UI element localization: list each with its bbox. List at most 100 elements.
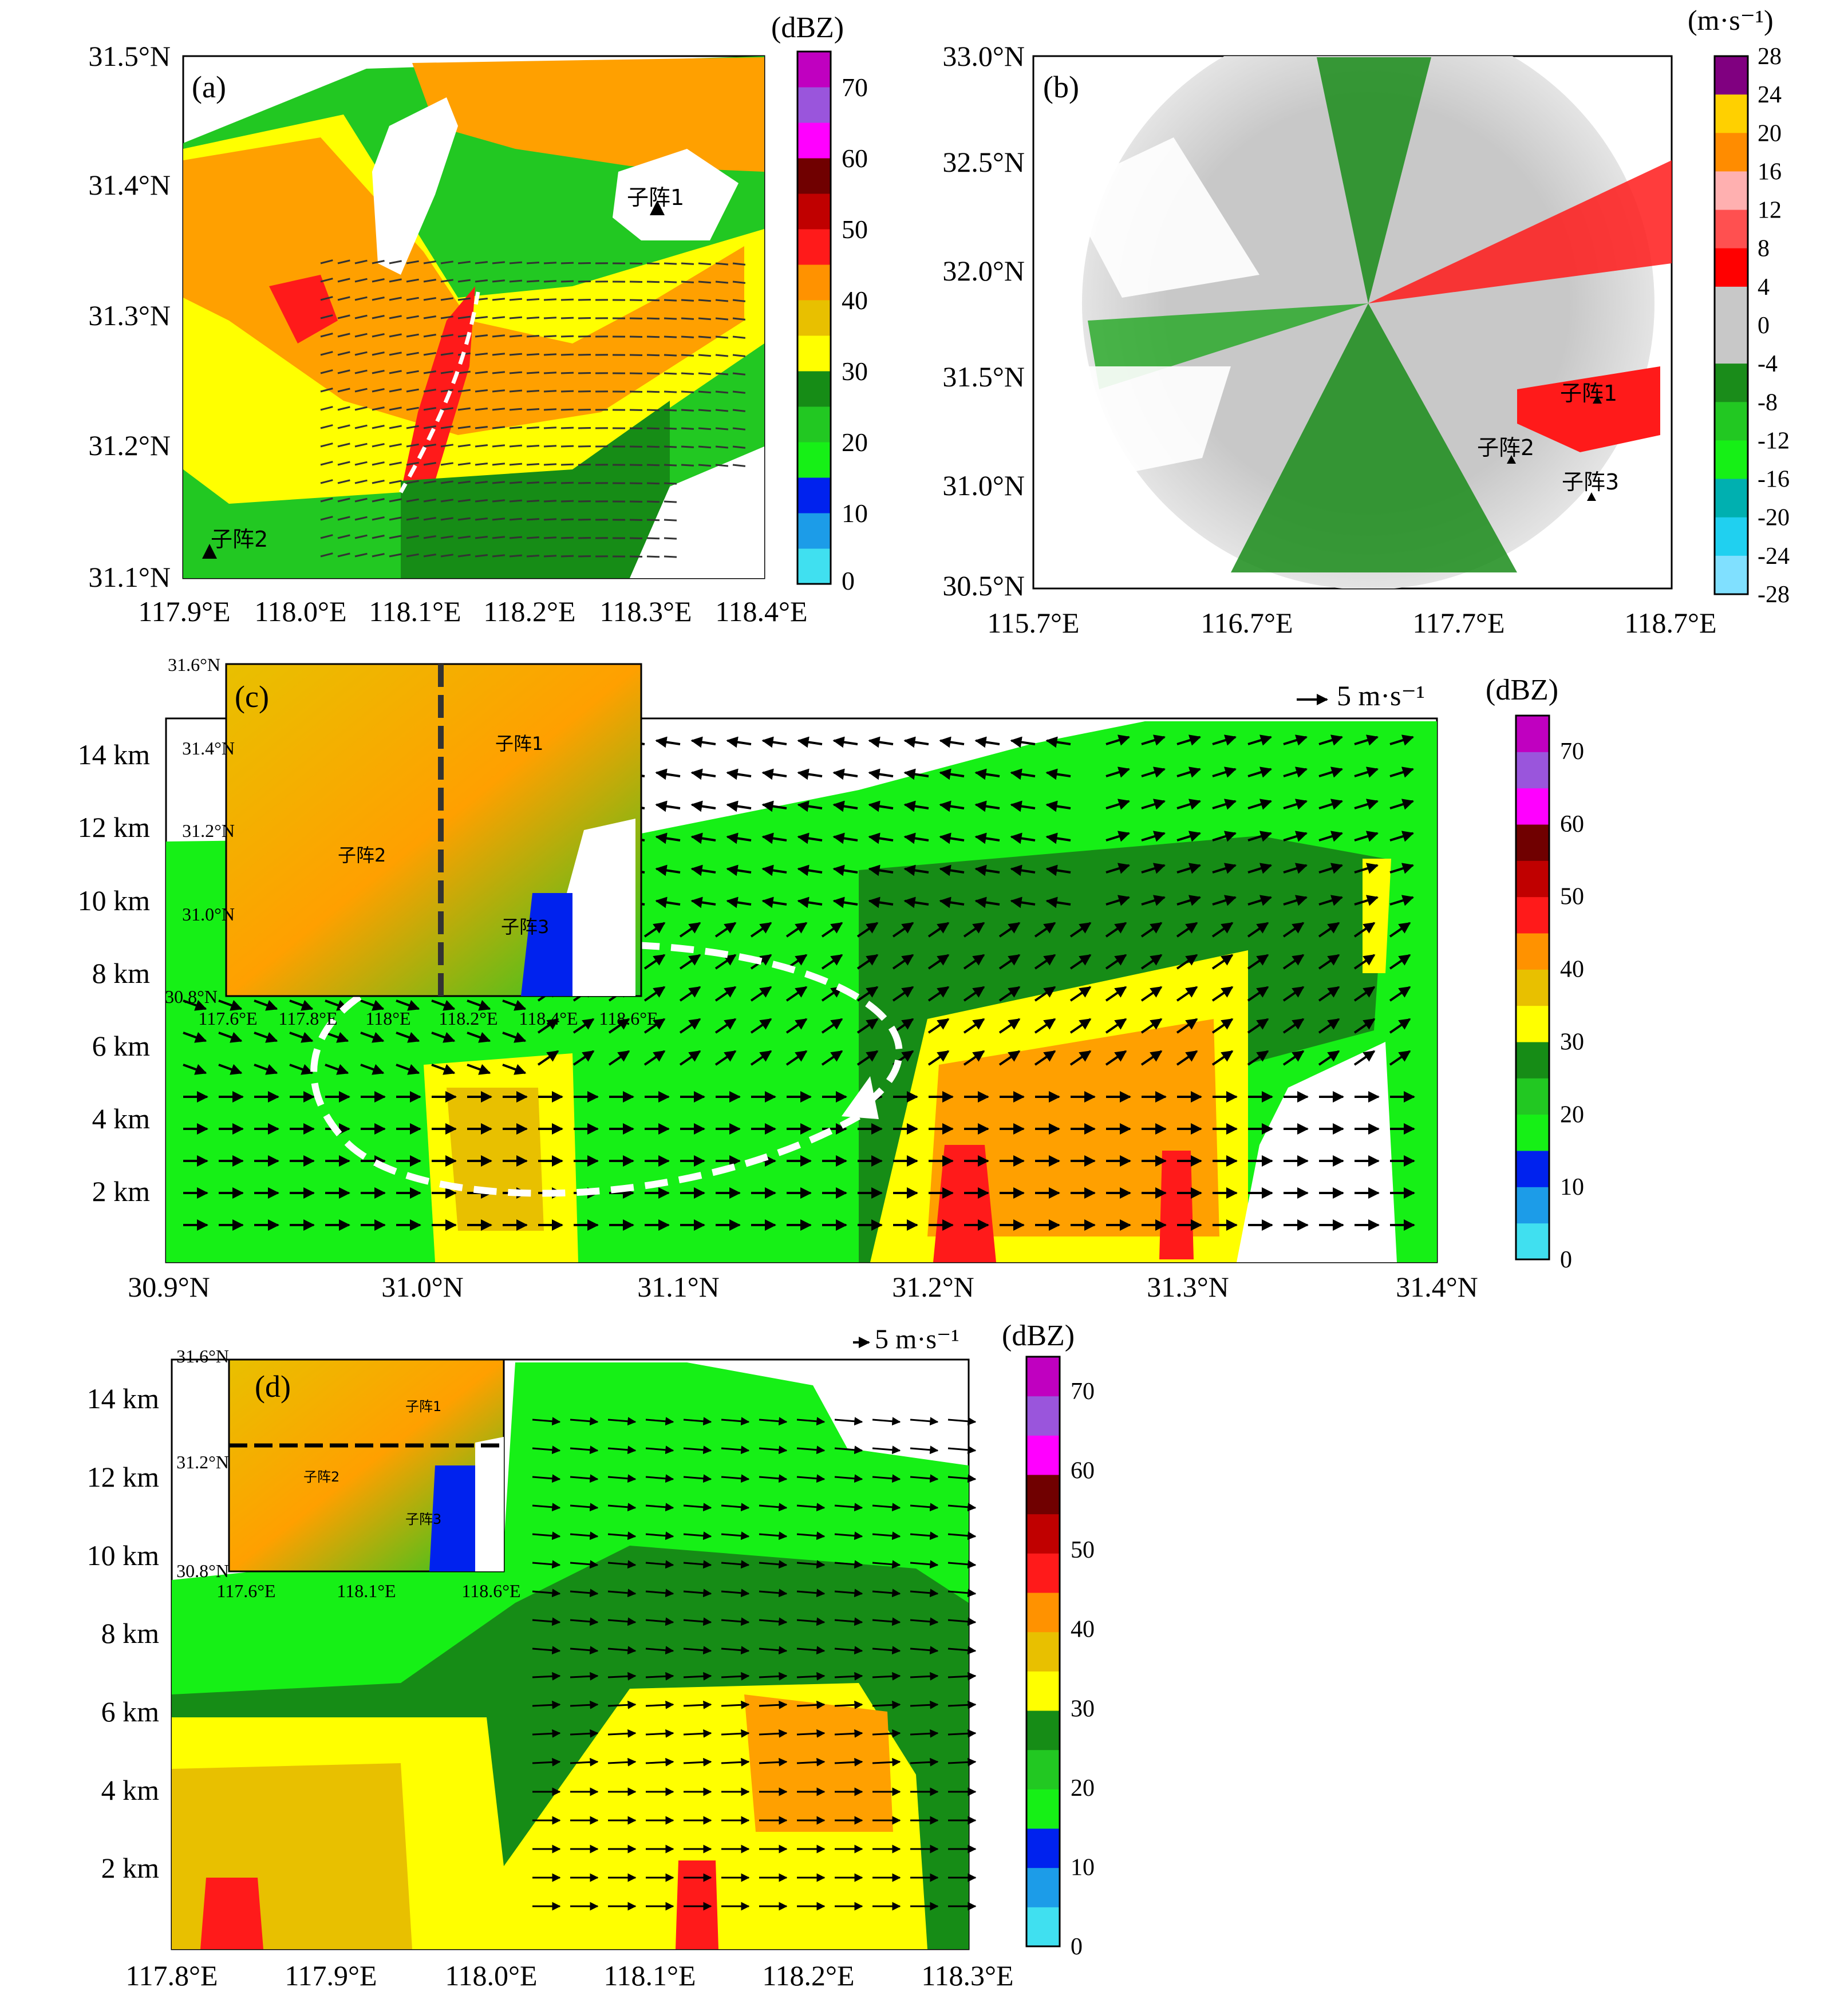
wind-barb <box>698 318 711 319</box>
panel-c-ytick: 6 km <box>92 1030 151 1062</box>
panel-c-xtick: 31.2°N <box>892 1271 974 1303</box>
wind-barb <box>647 263 660 264</box>
panel-c-colorbar <box>1516 716 1549 1260</box>
wind-barb <box>647 483 660 484</box>
cb-tick: 40 <box>1071 1617 1095 1643</box>
cb-tick: -8 <box>1758 389 1778 416</box>
panel-b-marker-label-2: 子阵2 <box>1477 435 1534 460</box>
cb-tick: 0 <box>1560 1247 1572 1273</box>
colorbar-segment <box>797 123 831 159</box>
colorbar-segment <box>797 52 831 88</box>
wind-barb <box>578 336 591 337</box>
wind-barb <box>561 354 574 355</box>
wind-barb <box>527 281 539 282</box>
colorbar-segment <box>1516 1223 1549 1260</box>
wind-barb <box>681 318 694 319</box>
wind-barb <box>527 482 539 483</box>
panel-b-ytick: 31.0°N <box>942 469 1025 501</box>
panel-b-colorbar-unit: (m·s⁻¹) <box>1688 4 1774 36</box>
panel-c-ytick: 4 km <box>92 1103 151 1135</box>
panel-a-yticks: 31.5°N 31.4°N 31.3°N 31.2°N 31.1°N <box>88 40 171 593</box>
wind-barb <box>647 556 660 557</box>
wind-barb <box>664 300 677 301</box>
colorbar-segment <box>1026 1750 1060 1789</box>
inset-xtick: 117.8°E <box>278 1008 337 1029</box>
cb-tick: 20 <box>1758 120 1782 147</box>
wind-barb <box>716 337 728 338</box>
panel-b-label: (b) <box>1043 70 1079 104</box>
wind-barb <box>647 373 660 374</box>
panel-c-xtick: 31.1°N <box>637 1271 720 1303</box>
inset-xtick: 118.6°E <box>599 1008 658 1029</box>
cb-tick: 40 <box>842 286 868 315</box>
panel-b-xtick: 118.7°E <box>1624 607 1716 639</box>
colorbar-segment <box>797 548 831 584</box>
wind-barb <box>527 427 539 428</box>
cb-tick: 24 <box>1758 82 1782 108</box>
inset-xtick: 118.6°E <box>461 1581 520 1601</box>
colorbar-segment <box>1026 1514 1060 1554</box>
panel-a-ytick: 31.2°N <box>88 429 171 461</box>
cb-tick: 70 <box>1071 1378 1095 1405</box>
colorbar-segment <box>797 477 831 513</box>
panel-c-echo-gold-1 <box>447 1088 544 1231</box>
cb-tick: 50 <box>1071 1537 1095 1563</box>
wind-barb <box>716 318 728 319</box>
panel-b: 子阵1 子阵2 子阵3 (b) 33.0°N 32.5°N 32.0°N 31.… <box>942 4 1790 639</box>
colorbar-segment <box>1026 1907 1060 1946</box>
wind-barb <box>664 538 677 539</box>
wind-barb <box>527 464 539 465</box>
panel-a-xtick: 117.9°E <box>138 595 230 627</box>
wind-barb <box>510 372 522 373</box>
panel-d-ytick: 12 km <box>87 1461 160 1493</box>
colorbar-segment <box>1715 556 1748 595</box>
wind-barb <box>510 335 522 337</box>
panel-a-xticks: 117.9°E 118.0°E 118.1°E 118.2°E 118.3°E … <box>138 595 807 627</box>
cb-tick: 28 <box>1758 44 1782 70</box>
wind-barb <box>527 555 539 556</box>
inset-ytick: 31.2°N <box>176 1452 229 1472</box>
wind-barb <box>698 447 711 448</box>
colorbar-segment <box>1715 248 1748 287</box>
panel-c-inset: 子阵1 子阵2 子阵3 (c) 31.6°N 31.4°N 31.2°N 31.… <box>165 654 658 1029</box>
panel-d-inset-marker-label-2: 子阵2 <box>303 1469 339 1485</box>
colorbar-segment <box>1026 1435 1060 1475</box>
wind-barb <box>527 317 539 318</box>
colorbar-segment <box>1516 1078 1549 1115</box>
colorbar-segment <box>1516 1115 1549 1151</box>
colorbar-segment <box>1715 440 1748 479</box>
colorbar-segment <box>1026 1475 1060 1514</box>
wind-barb <box>510 390 522 392</box>
panel-d-ytick: 8 km <box>101 1617 160 1649</box>
colorbar-segment <box>1715 210 1748 249</box>
wind-barb <box>561 409 574 410</box>
panel-c-inset-marker-label-1: 子阵1 <box>495 733 543 754</box>
colorbar-segment <box>1516 1042 1549 1078</box>
wind-barb <box>647 428 660 429</box>
cb-tick: -12 <box>1758 428 1790 454</box>
inset-ytick: 31.6°N <box>176 1346 229 1366</box>
wind-barb <box>647 300 660 301</box>
colorbar-segment <box>1026 1671 1060 1710</box>
panel-a-xtick: 118.3°E <box>599 595 692 627</box>
wind-barb <box>527 335 539 337</box>
wind-barb <box>664 556 677 557</box>
wind-barb <box>716 300 728 301</box>
wind-barb <box>561 336 574 337</box>
wind-barb <box>698 373 711 374</box>
colorbar-segment <box>1715 56 1748 95</box>
colorbar-segment <box>797 513 831 549</box>
panel-d-xtick: 117.8°E <box>125 1959 218 1992</box>
panel-d-echo-red-2 <box>200 1878 263 1949</box>
wind-barb <box>510 445 522 447</box>
panel-d-inset-marker-label-1: 子阵1 <box>405 1398 441 1415</box>
cb-tick: -20 <box>1758 505 1790 531</box>
wind-barb <box>527 262 539 263</box>
colorbar-segment <box>1516 824 1549 861</box>
wind-barb <box>561 281 574 282</box>
cb-tick: 10 <box>1071 1854 1095 1880</box>
wind-barb <box>698 428 711 429</box>
panel-c-ytick: 8 km <box>92 957 151 989</box>
colorbar-segment <box>1715 171 1748 210</box>
panel-c-xtick: 31.3°N <box>1147 1271 1229 1303</box>
